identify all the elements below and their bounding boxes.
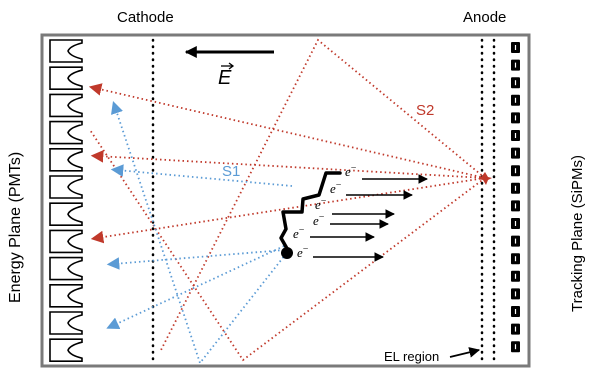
s2-label: S2: [416, 102, 434, 119]
electron-label: e−: [315, 196, 327, 212]
detector-frame: [40, 33, 531, 368]
electron-label: e−: [293, 225, 305, 241]
sipm-sensor: [511, 130, 520, 141]
pmt-sensor: [49, 120, 83, 145]
pmt-sensor: [49, 39, 83, 63]
electron-label: e−: [297, 244, 309, 260]
energy-plane-label: Energy Plane (PMTs): [7, 152, 24, 303]
sipm-sensor: [511, 94, 520, 106]
s2-reflected-ray-bottom: [89, 129, 486, 362]
sipm-sensor: [511, 306, 520, 317]
sipm-array: [511, 42, 520, 353]
sipm-sensor: [511, 147, 520, 159]
s2-ray: [90, 150, 486, 179]
s2-emission-point: [478, 172, 492, 185]
sipm-sensor: [511, 341, 520, 353]
s1-ray: [106, 249, 285, 270]
el-region-pointer: [449, 347, 481, 358]
el-region-label: EL region: [384, 349, 439, 364]
pmt-sensor: [49, 202, 83, 226]
anode-label: Anode: [463, 9, 506, 26]
cathode-label: Cathode: [117, 9, 174, 26]
s2-ray: [90, 177, 486, 244]
drift-electron: e−: [297, 244, 384, 262]
sipm-sensor: [511, 323, 520, 335]
sipm-sensor: [511, 288, 520, 300]
sipm-sensor: [511, 182, 520, 194]
sipm-sensor: [511, 59, 520, 71]
s1-reflected-ray: [111, 101, 290, 365]
sipm-sensor: [511, 218, 520, 229]
pmt-sensor: [49, 93, 83, 118]
pmt-sensor: [49, 284, 83, 308]
s1-light-rays: [106, 101, 293, 365]
sipm-sensor: [511, 200, 520, 212]
pmt-sensor: [49, 229, 83, 254]
s1-label: S1: [222, 163, 240, 180]
sipm-sensor: [511, 112, 520, 124]
sipm-sensor: [511, 42, 520, 53]
pmt-sensor: [49, 338, 83, 362]
drift-electron: e−: [293, 225, 375, 242]
drift-electron: e−: [315, 196, 395, 219]
drifting-electrons: e−e−e−e−e−e−: [293, 163, 428, 262]
s2-reflected-ray-top: [159, 38, 486, 353]
electron-label: e−: [330, 180, 342, 196]
pmt-array: [49, 39, 83, 362]
sipm-sensor: [511, 165, 520, 177]
sipm-sensor: [511, 270, 520, 282]
s1-ray: [110, 164, 293, 187]
drift-electron: e−: [313, 212, 389, 229]
electric-field-vector-head: [228, 62, 235, 70]
sipm-sensor: [511, 77, 520, 89]
pmt-sensor: [49, 175, 83, 199]
sipm-sensor: [511, 253, 520, 265]
pmt-sensor: [49, 148, 83, 172]
track-end-blob: [281, 247, 293, 259]
particle-track: [279, 171, 342, 254]
tracking-plane-label: Tracking Plane (SiPMs): [569, 155, 586, 312]
s1-ray: [106, 245, 285, 330]
drift-electron: e−: [345, 163, 428, 184]
pmt-sensor: [49, 66, 83, 90]
pmt-sensor: [49, 311, 83, 335]
drift-electron: e−: [330, 180, 413, 200]
pmt-sensor: [49, 256, 83, 281]
electric-field-label: E: [218, 67, 232, 89]
sipm-sensor: [511, 235, 520, 247]
electron-label: e−: [345, 163, 357, 179]
electron-label: e−: [313, 212, 325, 228]
s2-light-rays: [88, 38, 486, 362]
s2-ray: [88, 83, 486, 179]
